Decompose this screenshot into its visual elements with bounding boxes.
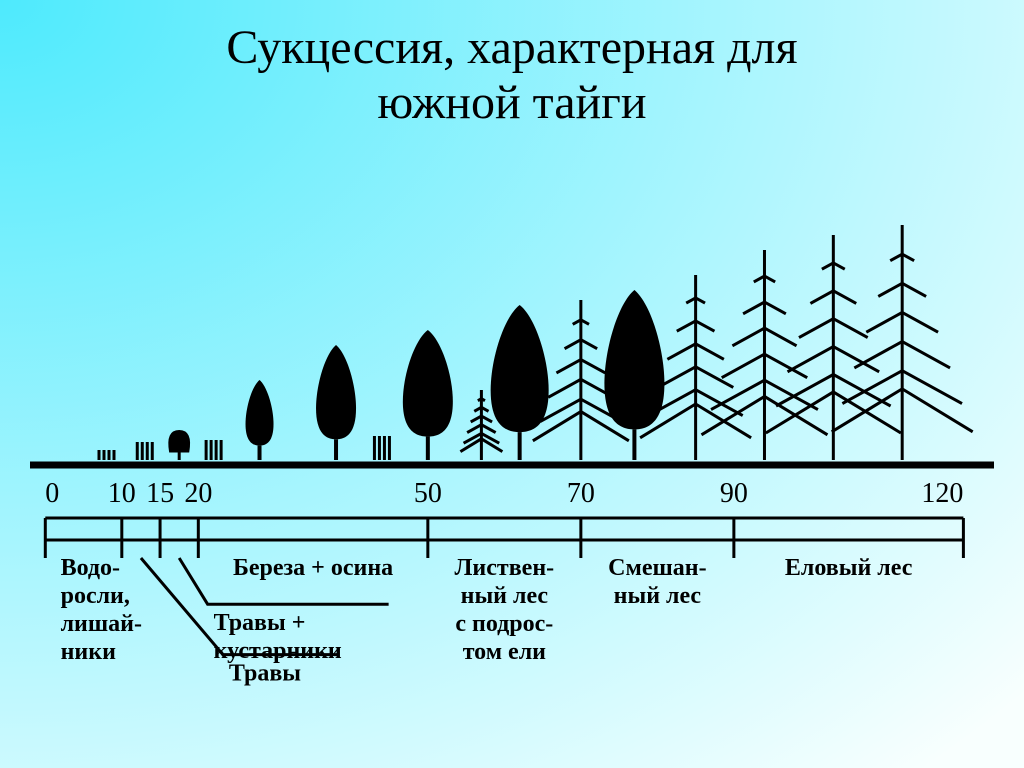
stage-label: Смешан- bbox=[608, 555, 706, 581]
title-line-2: южной тайги bbox=[377, 76, 646, 129]
page-title: Сукцессия, характерная для южной тайги bbox=[0, 0, 1024, 130]
tick-label: 70 bbox=[567, 478, 595, 509]
stage-label: кустарники bbox=[214, 638, 342, 664]
tick-label: 50 bbox=[414, 478, 442, 509]
stage-label: лишай- bbox=[61, 611, 142, 637]
tick-label: 15 bbox=[146, 478, 174, 509]
stage-label: Травы bbox=[229, 661, 301, 687]
tick-label: 10 bbox=[108, 478, 136, 509]
succession-diagram: 0 10 15 20 50 70 90 120 Водо-росли,лишай-ники Тра… bbox=[30, 180, 994, 740]
tick-label: 0 bbox=[45, 478, 59, 509]
stage-label: ный лес bbox=[461, 583, 549, 609]
stage-label: Водо- bbox=[61, 555, 120, 581]
stage-label: Еловый лес bbox=[785, 555, 913, 581]
stage-label: Травы + bbox=[214, 610, 306, 636]
stage-label: Листвен- bbox=[455, 555, 555, 581]
tick-label: 90 bbox=[720, 478, 748, 509]
stage-label: росли, bbox=[61, 583, 130, 609]
tick-label: 20 bbox=[184, 478, 212, 509]
title-line-1: Сукцессия, характерная для bbox=[226, 21, 797, 74]
stage-label: ники bbox=[61, 639, 116, 665]
diagram-svg: 0 10 15 20 50 70 90 120 Водо-росли,лишай-ники Тра… bbox=[30, 180, 994, 740]
stage-label: ный лес bbox=[614, 583, 702, 609]
tick-label: 120 bbox=[921, 478, 963, 509]
stage-label: Береза + осина bbox=[233, 555, 393, 581]
stage-label: с подрос- bbox=[455, 611, 553, 637]
stage-label: том ели bbox=[463, 639, 546, 665]
